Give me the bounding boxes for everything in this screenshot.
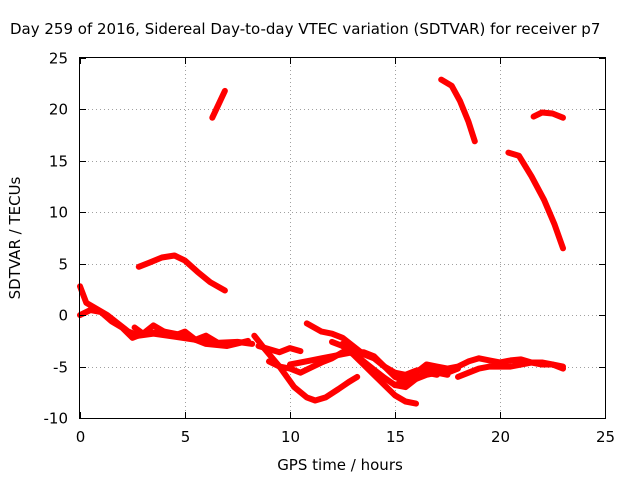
series-arc-11h-rise bbox=[303, 320, 461, 378]
y-tick-label: 20 bbox=[49, 101, 68, 119]
y-tick-label: 15 bbox=[49, 153, 68, 171]
x-tick-label: 0 bbox=[76, 428, 86, 446]
series-arc-18h-tail bbox=[455, 359, 566, 380]
x-tick-label: 15 bbox=[386, 428, 405, 446]
y-tick-label: 5 bbox=[58, 256, 68, 274]
series-arc-20h-falling bbox=[505, 149, 566, 252]
series-arc-8h-dip bbox=[251, 332, 361, 404]
x-tick-label: 25 bbox=[596, 428, 615, 446]
y-tick-label: -5 bbox=[53, 359, 68, 377]
series-arc-22h-high bbox=[530, 109, 566, 121]
data-series bbox=[77, 76, 566, 407]
plot-frame bbox=[79, 57, 606, 419]
grid bbox=[80, 58, 605, 418]
axis-ticks: 0 5 10 15 20 25 -10 -5 0 5 10 15 20 25 bbox=[44, 50, 616, 447]
series-arc-17h-high bbox=[438, 76, 478, 145]
series-arc-early-high bbox=[209, 87, 228, 121]
series-arc-8h-flat bbox=[255, 343, 304, 356]
series-arc-3h-wavy bbox=[131, 322, 220, 345]
y-tick-label: 0 bbox=[58, 307, 68, 325]
series-arc-3h-hump bbox=[135, 252, 228, 294]
x-tick-label: 20 bbox=[491, 428, 510, 446]
series-arc-start-b bbox=[77, 307, 251, 349]
y-tick-label: 25 bbox=[49, 50, 68, 68]
x-tick-label: 5 bbox=[181, 428, 191, 446]
y-tick-label: -10 bbox=[44, 410, 69, 428]
y-axis-label: SDTVAR / TECUs bbox=[6, 176, 24, 299]
x-tick-label: 10 bbox=[281, 428, 300, 446]
x-axis-label: GPS time / hours bbox=[277, 456, 403, 474]
chart-title: Day 259 of 2016, Sidereal Day-to-day VTE… bbox=[10, 20, 600, 38]
series-arc-12h-pair bbox=[339, 340, 440, 391]
y-tick-label: 10 bbox=[49, 204, 68, 222]
